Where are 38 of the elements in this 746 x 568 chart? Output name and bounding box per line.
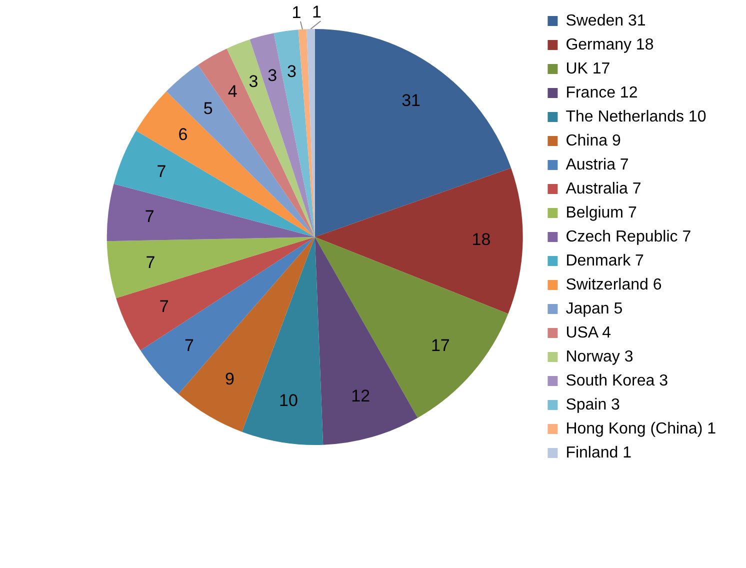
data-label: 1 bbox=[292, 3, 302, 22]
legend-label: Austria 7 bbox=[566, 156, 629, 174]
data-label: 12 bbox=[351, 386, 370, 406]
data-label: 7 bbox=[184, 336, 194, 355]
legend-label: Japan 5 bbox=[566, 300, 623, 318]
data-label: 10 bbox=[279, 390, 298, 410]
data-label: 17 bbox=[430, 336, 450, 355]
legend-label: UK 17 bbox=[566, 60, 610, 78]
legend-label: Germany 18 bbox=[566, 36, 654, 54]
legend-label: China 9 bbox=[566, 132, 621, 150]
legend-label: Denmark 7 bbox=[566, 252, 644, 270]
legend-label: USA 4 bbox=[566, 324, 612, 342]
data-label: 3 bbox=[287, 62, 296, 81]
data-label: 3 bbox=[248, 72, 258, 92]
legend-label: Spain 3 bbox=[566, 396, 620, 414]
data-label: 7 bbox=[144, 206, 154, 226]
legend-label: Finland 1 bbox=[566, 444, 632, 462]
legend-label: Belgium 7 bbox=[566, 204, 637, 222]
data-label: 7 bbox=[159, 297, 169, 316]
legend-label: Sweden 31 bbox=[566, 12, 646, 30]
legend-label: Switzerland 6 bbox=[566, 276, 662, 294]
data-label: 18 bbox=[472, 230, 491, 249]
legend-label: Czech Republic 7 bbox=[566, 228, 692, 246]
data-label: 6 bbox=[178, 125, 188, 144]
data-label: 31 bbox=[402, 90, 420, 110]
legend-label: France 12 bbox=[566, 84, 638, 102]
legend-label: Hong Kong (China) 1 bbox=[566, 420, 716, 438]
legend-label: South Korea 3 bbox=[566, 372, 668, 390]
data-label: 5 bbox=[203, 98, 213, 118]
data-label: 7 bbox=[156, 162, 166, 182]
data-label: 4 bbox=[228, 82, 238, 102]
data-label: 3 bbox=[268, 66, 278, 85]
legend-label: Norway 3 bbox=[566, 348, 634, 366]
data-label: 9 bbox=[225, 370, 234, 389]
data-label: 7 bbox=[146, 253, 156, 272]
data-label: 1 bbox=[312, 2, 322, 22]
legend-label: The Netherlands 10 bbox=[566, 108, 706, 126]
legend-label: Australia 7 bbox=[566, 180, 642, 198]
